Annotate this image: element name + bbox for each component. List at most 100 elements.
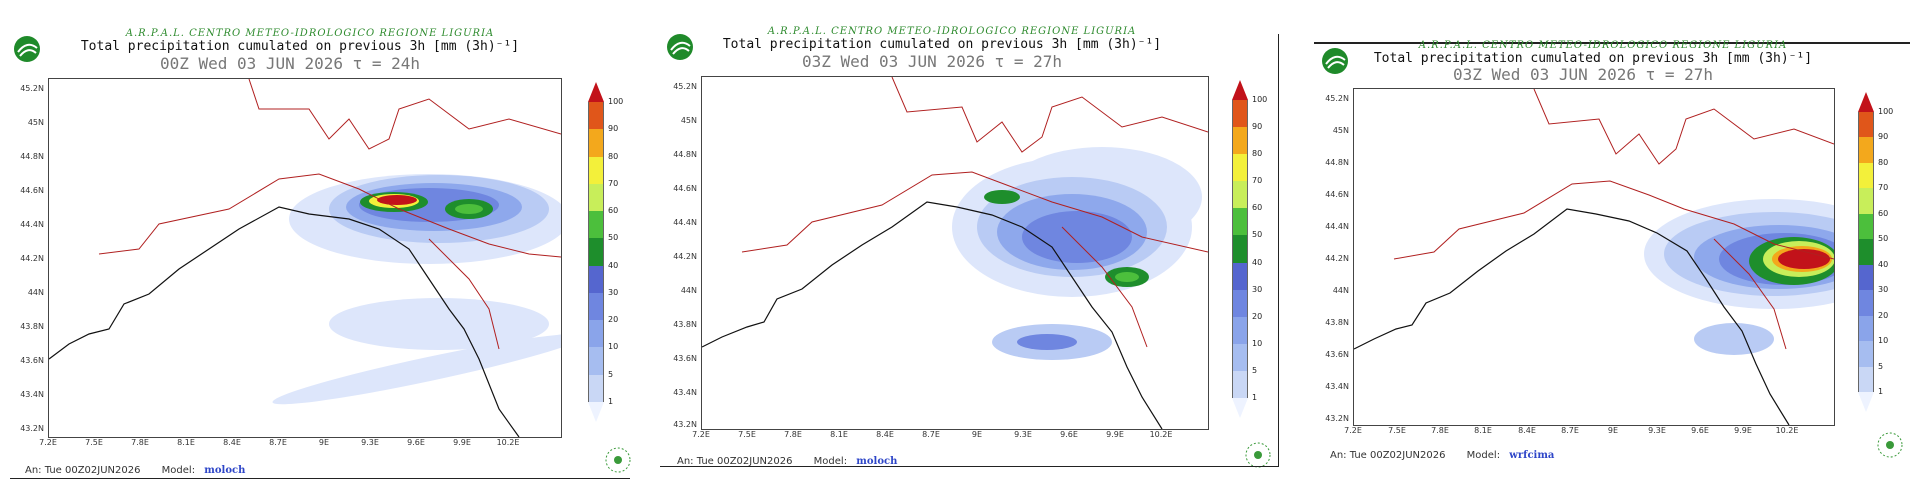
colorbar-bin [588, 402, 604, 422]
map-title: Total precipitation cumulated on previou… [1373, 51, 1813, 66]
colorbar-bin [1858, 315, 1874, 342]
arpal-stamp-icon [1875, 430, 1905, 460]
precipitation-map [701, 76, 1209, 430]
lat-tick: 45.2N [20, 84, 44, 93]
lon-tick: 9E [318, 438, 330, 447]
lat-tick: 44.4N [1325, 222, 1349, 231]
lon-tick: 9.3E [1014, 430, 1032, 439]
analysis-footer: An: Tue 00Z02JUN2026 Model: moloch [25, 465, 245, 476]
colorbar-bin [588, 82, 604, 102]
colorbar-label: 50 [1252, 230, 1263, 240]
colorbar-label: 10 [608, 342, 619, 352]
colorbar: 1 5 10 20 30 40 50 60 70 80 90 100 [1858, 92, 1893, 412]
lon-tick: 7.2E [1344, 426, 1362, 435]
colorbar-label: 40 [1878, 259, 1889, 269]
lon-tick: 9.6E [407, 438, 425, 447]
model-label: Model: [813, 456, 848, 467]
analysis-time: An: Tue 00Z02JUN2026 [25, 465, 141, 476]
lat-tick: 44.4N [673, 218, 697, 227]
lon-tick: 9.6E [1691, 426, 1709, 435]
colorbar-bin [1232, 343, 1248, 371]
lon-tick: 9.3E [361, 438, 379, 447]
analysis-time: An: Tue 00Z02JUN2026 [1330, 450, 1446, 461]
lat-tick: 44.4N [20, 220, 44, 229]
model-label: Model: [1466, 450, 1501, 461]
lon-tick: 9.3E [1648, 426, 1666, 435]
colorbar-bin [1858, 366, 1874, 392]
colorbar-bin [1858, 92, 1874, 112]
lon-tick: 10.2E [1775, 426, 1799, 435]
precipitation-map [48, 78, 562, 438]
colorbar-bin [588, 129, 604, 157]
lon-tick: 7.8E [784, 430, 802, 439]
colorbar-label: 50 [608, 233, 619, 243]
lat-tick: 43.2N [673, 420, 697, 429]
lat-tick: 44.2N [20, 254, 44, 263]
colorbar-label: 20 [1252, 311, 1263, 321]
colorbar-label: 20 [1878, 310, 1889, 320]
lon-tick: 8.1E [1474, 426, 1492, 435]
colorbar-bin [588, 183, 604, 212]
lat-tick: 45.2N [1325, 94, 1349, 103]
colorbar-bin [588, 156, 604, 184]
map-title: Total precipitation cumulated on previou… [80, 39, 520, 54]
lon-tick: 8.4E [876, 430, 894, 439]
lat-tick: 43.4N [1325, 382, 1349, 391]
lat-tick: 45N [680, 116, 697, 125]
colorbar-label: 100 [1878, 107, 1894, 116]
colorbar-label: 30 [608, 287, 619, 297]
lon-tick: 8.4E [223, 438, 241, 447]
colorbar-label: 90 [1252, 122, 1263, 132]
analysis-footer: An: Tue 00Z02JUN2026 Model: wrfcima [1330, 450, 1554, 461]
lat-tick: 44.6N [673, 184, 697, 193]
colorbar-bin [1858, 213, 1874, 240]
colorbar-label: 40 [1252, 257, 1263, 267]
colorbar: 1 5 10 20 30 40 50 60 70 80 90 100 [1232, 80, 1267, 418]
lat-tick: 43.6N [1325, 350, 1349, 359]
colorbar-bin [1232, 262, 1248, 290]
lon-tick: 9E [1607, 426, 1619, 435]
colorbar-label: 1 [1878, 387, 1884, 396]
lon-tick: 8.7E [269, 438, 287, 447]
agency-name: A.R.P.A.L. CENTRO METEO-IDROLOGICO REGIO… [767, 26, 1137, 37]
valid-time: 03Z Wed 03 JUN 2026 τ = 27h [801, 52, 1063, 71]
lon-tick: 7.5E [1388, 426, 1406, 435]
lat-tick: 43.8N [20, 322, 44, 331]
model-name: moloch [204, 465, 246, 476]
lon-tick: 8.7E [1561, 426, 1579, 435]
lon-tick: 7.5E [85, 438, 103, 447]
colorbar-bin [588, 374, 604, 402]
colorbar-bin [588, 102, 604, 130]
colorbar: 1 5 10 20 30 40 50 60 70 80 90 100 [588, 82, 623, 422]
colorbar-label: 1 [1252, 393, 1258, 402]
lat-tick: 44.2N [1325, 254, 1349, 263]
lat-tick: 43.4N [673, 388, 697, 397]
precipitation-map [1353, 88, 1835, 426]
model-label: Model: [161, 465, 196, 476]
lat-tick: 45N [1332, 126, 1349, 135]
colorbar-label: 30 [1878, 285, 1889, 295]
colorbar-bin [1858, 290, 1874, 316]
colorbar-bin [1232, 127, 1248, 155]
colorbar-label: 60 [608, 206, 619, 216]
colorbar-bin [588, 292, 604, 321]
colorbar-bin [1858, 264, 1874, 291]
lon-tick: 8.1E [830, 430, 848, 439]
colorbar-bin [588, 211, 604, 239]
colorbar-bin [588, 347, 604, 375]
lon-tick: 8.1E [177, 438, 195, 447]
colorbar-label: 90 [608, 124, 619, 134]
lon-tick: 7.2E [39, 438, 57, 447]
colorbar-label: 10 [1878, 336, 1889, 346]
agency-name: A.R.P.A.L. CENTRO METEO-IDROLOGICO REGIO… [1418, 40, 1788, 51]
arpal-logo-icon [1320, 46, 1350, 76]
lat-tick: 44.2N [673, 252, 697, 261]
arpal-stamp-icon [603, 445, 633, 475]
lon-tick: 8.7E [922, 430, 940, 439]
valid-time: 00Z Wed 03 JUN 2026 τ = 24h [159, 54, 421, 73]
colorbar-bin [1232, 289, 1248, 317]
arpal-logo-icon [12, 34, 42, 64]
lon-tick: 8.4E [1518, 426, 1536, 435]
lon-tick: 9.9E [453, 438, 471, 447]
colorbar-label: 5 [608, 369, 614, 379]
